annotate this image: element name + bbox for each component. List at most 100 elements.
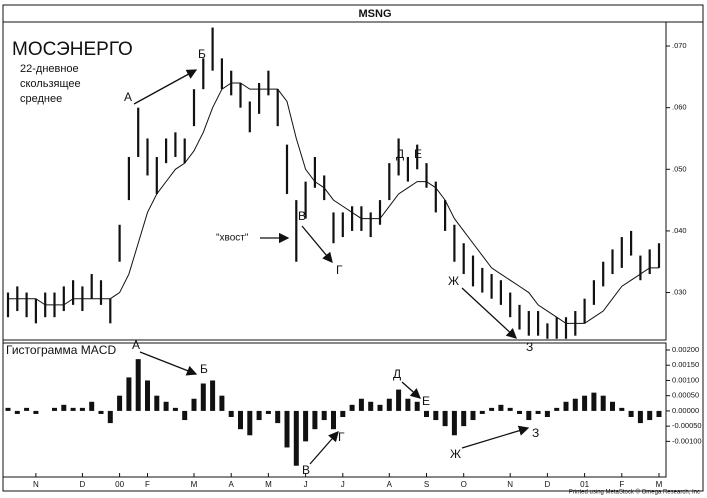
x-tick-label: N <box>33 480 39 489</box>
y-tick-label: .070 <box>672 41 687 50</box>
annotation: Д <box>393 367 401 381</box>
macd-bar <box>368 401 374 411</box>
annotation: З <box>532 426 539 440</box>
macd-bar <box>582 395 588 411</box>
y-tick-label: 0.00200 <box>672 345 699 354</box>
y-tick-label: .060 <box>672 103 687 112</box>
x-tick-label: O <box>461 480 467 489</box>
macd-bar <box>191 398 197 411</box>
macd-bar <box>424 410 429 418</box>
macd-bar <box>61 404 67 411</box>
macd-bar <box>358 398 364 411</box>
arrow <box>301 225 333 263</box>
macd-bar <box>470 410 476 421</box>
x-tick-label: S <box>424 480 429 489</box>
macd-bar <box>461 410 467 427</box>
footer: Printed using MetaStock © Omega Research… <box>569 489 700 496</box>
y-tick-label: -0.00100 <box>672 436 702 445</box>
y-tick-label: -0.00050 <box>672 421 702 430</box>
x-tick-label: J <box>304 480 308 489</box>
subtitle: среднее <box>20 93 62 105</box>
arrow <box>461 287 517 339</box>
macd-bar <box>303 410 309 442</box>
macd-bar <box>145 380 150 411</box>
x-tick-label: F <box>619 480 624 489</box>
annotation: А <box>132 338 140 352</box>
price-panel <box>2 21 667 341</box>
x-tick-label: A <box>387 480 393 489</box>
macd-bar <box>535 410 541 414</box>
annotation: В <box>298 209 306 223</box>
macd-bar <box>396 389 402 411</box>
x-tick-label: 01 <box>580 480 589 489</box>
macd-bar <box>256 410 262 421</box>
macd-bar <box>619 407 625 411</box>
x-tick-label: D <box>80 480 86 489</box>
macd-bar <box>414 401 420 411</box>
y-tick-label: 0.00100 <box>672 375 699 384</box>
macd-bar <box>610 401 615 411</box>
macd-bar <box>600 395 606 411</box>
annotation: Ж <box>448 274 459 288</box>
x-tick-label: M <box>265 480 272 489</box>
x-tick-label: A <box>229 480 235 489</box>
chart-title: MSNG <box>359 8 392 20</box>
macd-bar <box>52 407 57 411</box>
macd-bar <box>210 380 216 411</box>
annotation: Г <box>338 430 345 444</box>
macd-bar <box>628 410 634 418</box>
macd-bar <box>451 410 457 436</box>
x-tick-label: M <box>656 480 663 489</box>
macd-bar <box>442 410 448 427</box>
macd-bar <box>340 410 346 418</box>
y-tick-label: .050 <box>672 164 687 173</box>
macd-bar <box>572 398 578 411</box>
macd-bar <box>433 410 439 421</box>
x-tick-label: F <box>145 480 150 489</box>
annotation: Г <box>336 263 343 277</box>
macd-bar <box>637 410 643 424</box>
y-tick-label: 0.00000 <box>672 406 699 415</box>
macd-bar <box>563 401 569 411</box>
x-tick-label: J <box>341 480 345 489</box>
macd-bar <box>135 359 141 411</box>
macd-bar <box>24 407 30 411</box>
macd-bar <box>117 395 123 411</box>
macd-bar <box>321 410 327 421</box>
annotation: Е <box>422 394 430 408</box>
macd-bar <box>200 383 206 411</box>
macd-bar <box>182 410 188 421</box>
annotation: Б <box>198 47 206 61</box>
annotation: Д <box>396 147 404 161</box>
arrow <box>401 381 421 399</box>
macd-bar <box>284 410 290 448</box>
chart-label: МОСЭНЕРГО <box>12 39 133 60</box>
macd-bar <box>544 410 550 418</box>
y-tick-label: 0.00050 <box>672 391 699 400</box>
macd-bar <box>219 395 225 411</box>
macd-bar <box>14 410 20 414</box>
y-tick-label: 0.00150 <box>672 360 699 369</box>
macd-bar <box>377 404 383 411</box>
macd-bar <box>163 401 169 411</box>
x-tick-label: 00 <box>115 480 124 489</box>
macd-bar <box>554 407 560 411</box>
subtitle: скользящее <box>20 78 81 90</box>
arrow <box>139 351 198 376</box>
annotation: Б <box>200 362 208 376</box>
macd-bar <box>238 410 243 430</box>
arrow <box>133 69 198 105</box>
macd-bar <box>349 404 355 411</box>
macd-bar <box>405 398 411 411</box>
macd-bar <box>172 407 178 411</box>
macd-bar <box>507 407 513 411</box>
annotation: З <box>526 340 533 354</box>
macd-bar <box>5 407 11 411</box>
macd-bar <box>647 410 653 421</box>
macd-bar <box>331 410 336 430</box>
macd-bar <box>312 410 318 430</box>
arrow <box>309 431 339 465</box>
macd-bar <box>247 410 253 436</box>
macd-bar <box>154 395 160 411</box>
